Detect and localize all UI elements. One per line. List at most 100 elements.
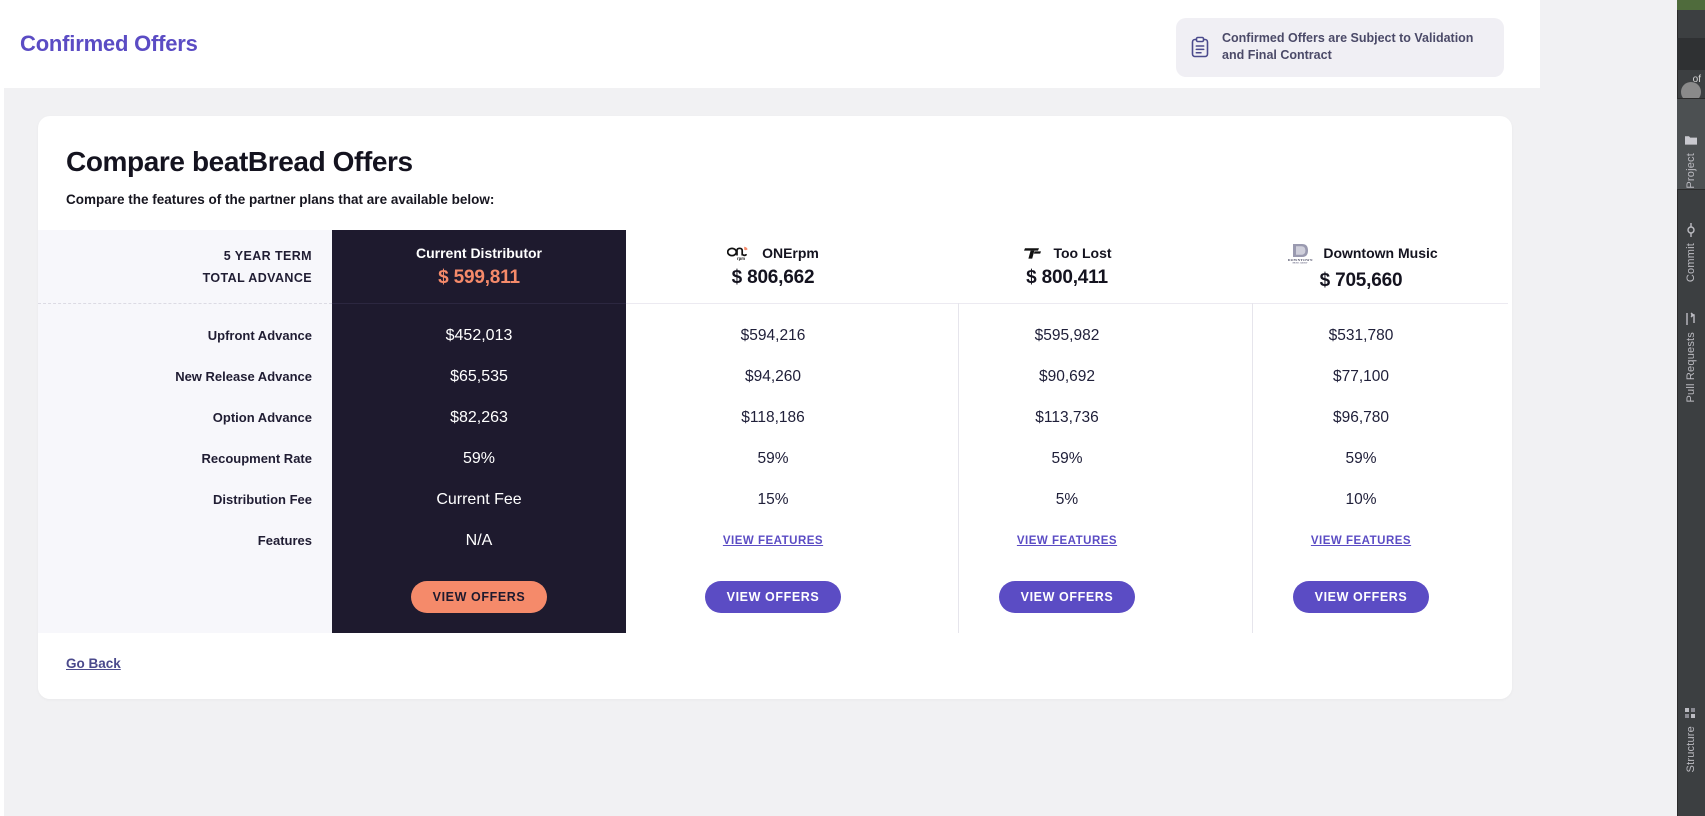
svg-text:MUSIC GROUP: MUSIC GROUP	[1293, 262, 1309, 263]
view-offers-cell: VIEW OFFERS	[332, 561, 626, 633]
row-label-distribution-fee: Distribution Fee	[213, 492, 312, 507]
compare-offers-card: Compare beatBread Offers Compare the fea…	[38, 116, 1512, 699]
card-title: Compare beatBread Offers	[66, 146, 413, 177]
total-advance-value: $ 705,660	[1319, 269, 1403, 291]
view-features-link-downtown-music[interactable]: VIEW FEATURES	[1310, 534, 1412, 547]
ide-account-box[interactable]	[1677, 38, 1705, 102]
avatar-icon[interactable]	[1681, 82, 1701, 102]
row-label-new-release-advance: New Release Advance	[175, 369, 312, 384]
row-label-upfront-advance: Upfront Advance	[207, 328, 312, 343]
view-offers-cell: VIEW OFFERS	[626, 561, 920, 633]
view-features-link-onerpm[interactable]: VIEW FEATURES	[722, 534, 824, 547]
column-divider	[1252, 303, 1253, 633]
card-footer: Go Back	[38, 633, 1512, 699]
row-label-features: Features	[257, 533, 312, 548]
sidebar-item-label: Project	[1685, 153, 1697, 189]
sidebar-item-label: Commit	[1685, 242, 1697, 282]
cell-recoupment-rate: 59%	[757, 449, 789, 467]
sidebar-item-structure[interactable]: Structure	[1677, 676, 1705, 772]
cell-upfront-advance: $531,780	[1328, 326, 1394, 344]
row-label-recoupment-rate: Recoupment Rate	[201, 451, 312, 466]
distributor-name: Current Distributor	[416, 244, 542, 261]
page-title: Confirmed Offers	[20, 31, 198, 56]
cell-distribution-fee: 5%	[1055, 490, 1079, 508]
view-offers-button-current-distributor[interactable]: VIEW OFFERS	[410, 581, 548, 613]
downtown-logo-icon: DOWNTOWN MUSIC GROUP	[1284, 242, 1314, 264]
table-label-column: 5 YEAR TERM TOTAL ADVANCE Upfront Advanc…	[38, 230, 332, 633]
svg-text:DOWNTOWN: DOWNTOWN	[1288, 258, 1313, 262]
card-header: Compare beatBread Offers Compare the fea…	[38, 116, 1512, 207]
view-offers-button-onerpm[interactable]: VIEW OFFERS	[704, 581, 842, 613]
sidebar-item-pull-requests[interactable]: Pull Requests	[1677, 292, 1705, 402]
view-offers-cell: VIEW OFFERS	[920, 561, 1214, 633]
view-offers-cell: VIEW OFFERS	[1214, 561, 1508, 633]
ide-status-band	[1677, 0, 1705, 10]
cell-option-advance: $96,780	[1332, 408, 1390, 426]
clipboard-icon	[1190, 36, 1210, 58]
cell-features: VIEW FEATURES	[626, 520, 920, 561]
column-header: Too Lost $ 800,411	[920, 230, 1214, 303]
validation-notice: Confirmed Offers are Subject to Validati…	[1176, 18, 1504, 77]
total-advance-value: $ 806,662	[731, 266, 815, 288]
page-header: Confirmed Offers Confirmed Offers are Su…	[0, 0, 1540, 88]
page-scrollbar[interactable]	[1555, 0, 1557, 816]
distributor-name: Downtown Music	[1323, 244, 1438, 261]
folder-icon	[1684, 133, 1698, 147]
cell-features: N/A	[465, 531, 493, 549]
total-advance-value: $ 800,411	[1026, 266, 1108, 288]
distributor-name-row: DOWNTOWN MUSIC GROUP Downtown Music	[1284, 242, 1438, 264]
commit-icon	[1684, 222, 1698, 237]
validation-notice-text: Confirmed Offers are Subject to Validati…	[1222, 31, 1474, 63]
sidebar-item-project[interactable]: Project	[1677, 98, 1705, 190]
view-offers-button-downtown-music[interactable]: VIEW OFFERS	[1292, 581, 1430, 613]
web-page: Confirmed Offers Confirmed Offers are Su…	[0, 0, 1540, 816]
cell-recoupment-rate: 59%	[1345, 449, 1377, 467]
page-left-edge	[0, 0, 4, 816]
column-header: DOWNTOWN MUSIC GROUP Downtown Music $ 70…	[1214, 230, 1508, 303]
column-header: Current Distributor $ 599,811	[332, 230, 626, 303]
cell-new-release-advance: $90,692	[1038, 367, 1096, 385]
go-back-link[interactable]: Go Back	[66, 656, 121, 671]
cell-features: VIEW FEATURES	[1214, 520, 1508, 561]
offer-column-current-distributor: Current Distributor $ 599,811 $452,013 $…	[332, 230, 626, 633]
row-label-option-advance: Option Advance	[212, 410, 312, 425]
distributor-name-row: rpm ONErpm	[727, 245, 819, 261]
cell-distribution-fee: 10%	[1345, 490, 1377, 508]
ide-tool-strip: of Project Commit Pull Requests	[1677, 0, 1705, 816]
distributor-name-row: Too Lost	[1022, 244, 1112, 261]
offer-column-too-lost: Too Lost $ 800,411 $595,982 $90,692 $113…	[920, 230, 1214, 633]
view-offers-button-too-lost[interactable]: VIEW OFFERS	[998, 581, 1136, 613]
cell-distribution-fee: Current Fee	[436, 490, 522, 508]
cell-option-advance: $118,186	[741, 408, 805, 426]
cell-option-advance: $82,263	[450, 408, 508, 426]
term-label: 5 YEAR TERM	[223, 248, 312, 263]
cell-new-release-advance: $94,260	[744, 367, 802, 385]
cell-features: VIEW FEATURES	[920, 520, 1214, 561]
cell-new-release-advance: $65,535	[450, 367, 508, 385]
sidebar-item-commit[interactable]: Commit	[1677, 200, 1705, 282]
onerpm-logo-icon: rpm	[727, 245, 753, 261]
offers-comparison-table: 5 YEAR TERM TOTAL ADVANCE Upfront Advanc…	[38, 230, 1512, 633]
offer-column-onerpm: rpm ONErpm $ 806,662 $594,216 $94,260 $1…	[626, 230, 920, 633]
toolost-logo-icon	[1022, 245, 1044, 261]
distributor-name: Too Lost	[1053, 244, 1112, 261]
structure-icon	[1684, 706, 1698, 720]
offer-column-downtown-music: DOWNTOWN MUSIC GROUP Downtown Music $ 70…	[1214, 230, 1508, 633]
sidebar-item-label: Structure	[1685, 725, 1697, 772]
ide-right-panel: of Project Commit Pull Requests	[1540, 0, 1705, 816]
cell-upfront-advance: $595,982	[1034, 326, 1100, 344]
cell-recoupment-rate: 59%	[462, 449, 496, 467]
card-subtitle: Compare the features of the partner plan…	[66, 192, 495, 207]
view-features-link-too-lost[interactable]: VIEW FEATURES	[1016, 534, 1118, 547]
total-advance-value: $ 599,811	[438, 266, 520, 288]
column-header: rpm ONErpm $ 806,662	[626, 230, 920, 303]
label-column-header: 5 YEAR TERM TOTAL ADVANCE	[38, 230, 332, 303]
distributor-name: ONErpm	[762, 244, 819, 261]
cell-new-release-advance: $77,100	[1332, 367, 1390, 385]
total-advance-label: TOTAL ADVANCE	[202, 270, 312, 285]
cell-distribution-fee: 15%	[757, 490, 789, 508]
cell-option-advance: $113,736	[1035, 408, 1099, 426]
ide-account-label: of	[1692, 74, 1701, 85]
cell-upfront-advance: $594,216	[740, 326, 806, 344]
